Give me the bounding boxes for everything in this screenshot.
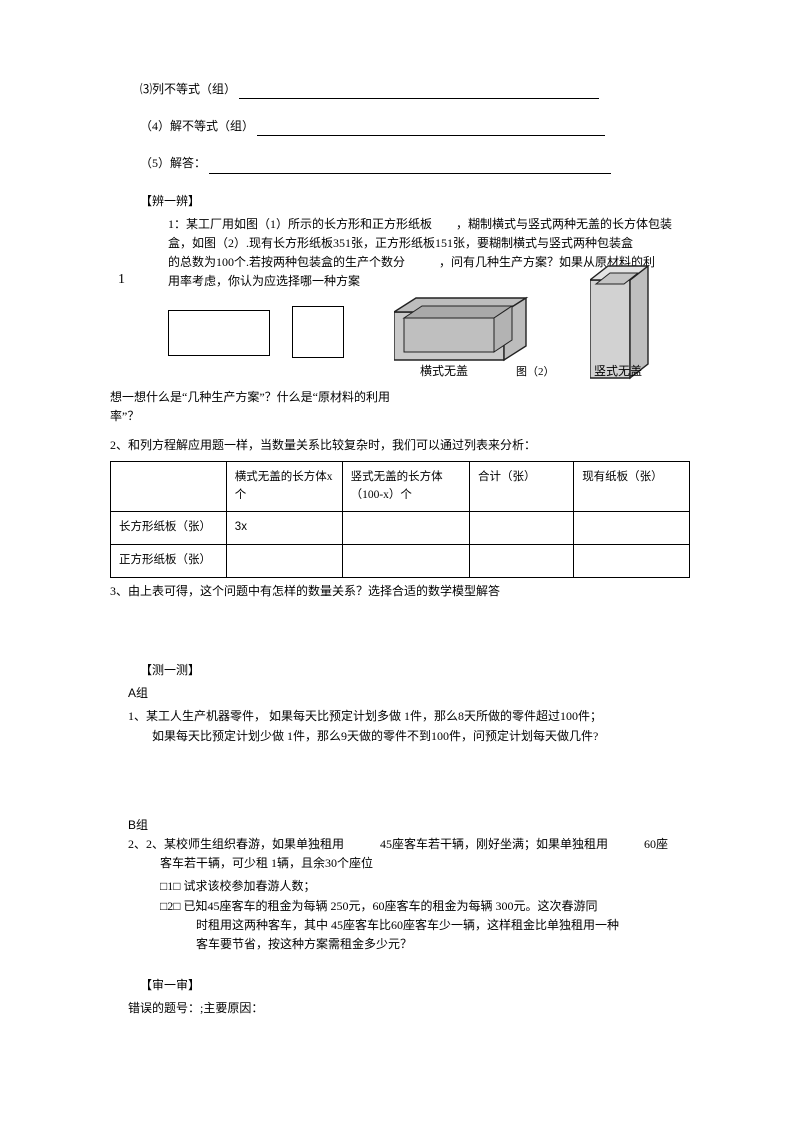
q4-row: （4）解不等式（组） (140, 117, 690, 136)
th-hx: 横式无盖的长方体x个 (226, 462, 342, 512)
a1-l2: 如果每天比预定计划少做 1件，那么9天做的零件不到100件，问预定计划每天做几件… (152, 727, 690, 746)
shen-title: 【审一审】 (140, 976, 690, 995)
caption-h: 横式无盖 (420, 362, 468, 381)
shen-line: 错误的题号：;主要原因： (128, 999, 690, 1018)
th-stock: 现有纸板（张） (574, 462, 690, 512)
q3-label: ⑶列不等式（组） (140, 82, 236, 96)
r1c2[interactable]: 3x (226, 511, 342, 544)
r1c4[interactable] (469, 511, 573, 544)
bian-title: 【辨一辨】 (140, 192, 690, 211)
q4-label: （4）解不等式（组） (140, 119, 254, 133)
b-lines: 2、2、某校师生组织春游，如果单独租用 45座客车若干辆，刚好坐满；如果单独租用… (128, 835, 690, 954)
q4-blank[interactable] (257, 123, 605, 136)
fig-rect-long (168, 310, 270, 356)
a1-l1: 1、某工人生产机器零件， 如果每天比预定计划多做 1件，那么8天所做的零件超过1… (128, 707, 690, 726)
b-l1b: 45座客车若干辆，刚好坐满；如果单独租用 (380, 837, 608, 851)
th-vx: 竖式无盖的长方体（100-x）个 (342, 462, 469, 512)
bian-p1-l2: 盒，如图（2）.现有长方形纸板351张，正方形纸板151张，要糊制横式与竖式两种… (168, 234, 690, 253)
figure-row: 横式无盖 图（2） 竖式无盖 (158, 296, 690, 386)
th-sum: 合计（张） (469, 462, 573, 512)
b-s1: □1□ 试求该校参加春游人数； (160, 877, 690, 896)
r1c5[interactable] (574, 511, 690, 544)
bian-p3: 3、由上表可得，这个问题中有怎样的数量关系？选择合适的数学模型解答 (110, 582, 690, 601)
group-a-label: A组 (128, 684, 690, 703)
b-s2b: 时租用这两种客车，其中 45座客车比60座客车少一辆，这样租金比单独租用一种 (196, 916, 690, 935)
table-row: 正方形纸板（张） (111, 544, 690, 577)
b-s2a: □2□ 已知45座客车的租金为每辆 250元，60座客车的租金为每辆 300元。… (160, 897, 690, 916)
table-row: 横式无盖的长方体x个 竖式无盖的长方体（100-x）个 合计（张） 现有纸板（张… (111, 462, 690, 512)
caption-fig2: 图（2） (516, 364, 555, 382)
r2c4[interactable] (469, 544, 573, 577)
table-row: 长方形纸板（张） 3x (111, 511, 690, 544)
ce-title: 【测一测】 (140, 661, 690, 680)
th-blank (111, 462, 227, 512)
r2c1: 正方形纸板（张） (111, 544, 227, 577)
bian-p2: 2、和列方程解应用题一样，当数量关系比较复杂时，我们可以通过列表来分析： (110, 436, 690, 455)
bian-p1-l1b: ，糊制横式与竖式两种无盖的长方体包装 (456, 217, 672, 231)
group-b-label: B组 (128, 816, 690, 835)
b-l1c: 60座 (644, 837, 668, 851)
r2c5[interactable] (574, 544, 690, 577)
q3-row: ⑶列不等式（组） (140, 80, 690, 99)
r2c2[interactable] (226, 544, 342, 577)
q5-row: （5）解答： (140, 154, 690, 173)
analysis-table: 横式无盖的长方体x个 竖式无盖的长方体（100-x）个 合计（张） 现有纸板（张… (110, 461, 690, 578)
bian-p1-l1a: 1：某工厂用如图（1）所示的长方形和正方形纸板 (168, 217, 432, 231)
page: ⑶列不等式（组） （4）解不等式（组） （5）解答： 【辨一辨】 1 1：某工厂… (0, 0, 800, 1134)
r1c3[interactable] (342, 511, 469, 544)
b-l1a: 2、2、某校师生组织春游，如果单独租用 (128, 837, 344, 851)
q5-blank[interactable] (209, 161, 611, 174)
bian-hint: 想一想什么是“几种生产方案”？什么是“原材料的利用率”？ (110, 388, 410, 426)
side-number: 1 (118, 269, 125, 291)
b-l2: 客车若干辆，可少租 1辆，且余30个座位 (160, 854, 690, 873)
q5-label: （5）解答： (140, 156, 206, 170)
fig-open-box (394, 296, 534, 368)
bian-hint-text: 想一想什么是“几种生产方案”？什么是“原材料的利用率”？ (110, 390, 390, 423)
r2c3[interactable] (342, 544, 469, 577)
q3-blank[interactable] (239, 86, 599, 99)
a1: 1、某工人生产机器零件， 如果每天比预定计划多做 1件，那么8天所做的零件超过1… (128, 707, 690, 745)
fig-rect-square (292, 306, 344, 358)
caption-v: 竖式无盖 (594, 362, 642, 381)
bian-p1-l3a: 的总数为100个.若按两种包装盒的生产个数分 (168, 255, 405, 269)
r1c1: 长方形纸板（张） (111, 511, 227, 544)
b-s2c: 客车要节省，按这种方案需租金多少元？ (196, 935, 690, 954)
